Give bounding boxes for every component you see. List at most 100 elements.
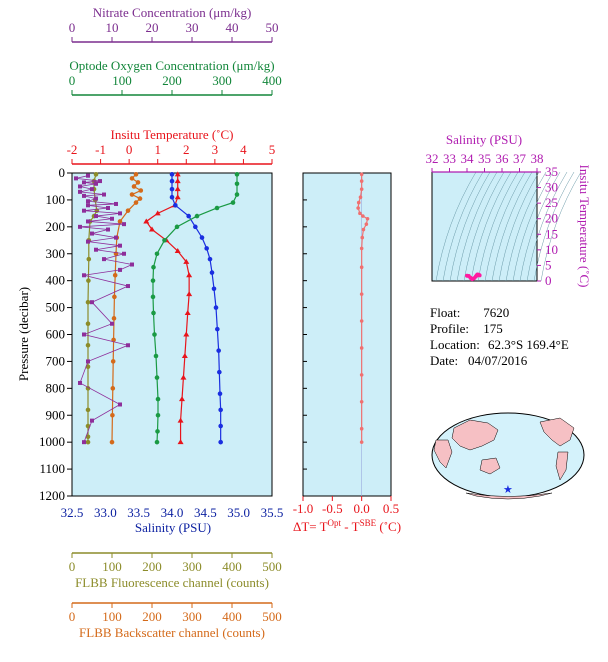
nitrate-point — [82, 273, 86, 278]
delta-t-point — [359, 246, 364, 251]
salinity-point — [217, 369, 222, 375]
backscatter-point — [129, 176, 135, 181]
oxygen-point — [155, 412, 161, 418]
float-value: 7620 — [483, 305, 510, 320]
nitrate-point — [78, 380, 82, 385]
ts-x-tick-label: 38 — [531, 151, 544, 166]
main-profile-panel: 0 100 200 300 400 500 600 700 800 900 1000 1100 1200… — [16, 165, 273, 503]
ts-density-contour — [526, 171, 568, 282]
nitrate-point — [102, 257, 106, 262]
nitrate-tick-label: 40 — [226, 20, 239, 35]
fluorescence-point — [85, 407, 91, 413]
ts-density-contour — [519, 171, 561, 282]
oxygen-point — [234, 192, 240, 197]
nitrate-point — [86, 239, 90, 244]
salinity-tick-label: 33.0 — [94, 505, 117, 520]
oxygen-point — [154, 251, 160, 257]
nitrate-point — [94, 247, 98, 252]
delta-t-point — [359, 373, 364, 377]
nitrate-tick-label: 0 — [69, 20, 76, 35]
nitrate-point — [126, 284, 130, 289]
temperature-point — [149, 226, 155, 232]
salinity-tick-label: 35.0 — [227, 505, 250, 520]
ts-density-contour — [477, 171, 519, 282]
nitrate-point — [90, 187, 94, 192]
ts-density-contour — [456, 171, 498, 282]
oxygen-axis-label: Optode Oxygen Concentration (μm/kg) — [69, 58, 274, 73]
fluorescence-point — [86, 256, 92, 262]
fluorescence-point — [85, 386, 91, 391]
nitrate-point — [74, 176, 78, 181]
oxygen-point — [214, 205, 220, 211]
location-row: Location: 62.3°S 169.4°E — [430, 337, 569, 353]
nitrate-point — [78, 189, 82, 194]
fluorescence-point — [86, 278, 91, 283]
ts-density-contour — [449, 171, 491, 282]
oxygen-series — [150, 172, 240, 445]
delta-t-tick-label: 0.0 — [354, 501, 370, 516]
nitrate-tick-label: 20 — [146, 20, 159, 35]
nitrate-tick-label: 30 — [186, 20, 199, 35]
delta-t-series — [356, 172, 370, 444]
temperature-series — [143, 171, 193, 445]
fluorescence-tick-label: 200 — [142, 559, 162, 574]
salinity-series — [169, 172, 223, 445]
nitrate-point — [118, 267, 122, 272]
backscatter-point — [110, 386, 116, 391]
backscatter-point — [111, 316, 117, 321]
salinity-tick-label: 34.0 — [161, 505, 184, 520]
pressure-tick-label: 700 — [46, 353, 66, 368]
ts-y-tick-label: 20 — [545, 211, 558, 226]
backscatter-point — [117, 219, 123, 224]
salinity-point — [169, 172, 175, 177]
salinity-point — [213, 305, 219, 310]
pressure-tick-label: 300 — [46, 246, 66, 261]
ts-series — [465, 272, 482, 282]
delta-t-tick-label: -1.0 — [293, 501, 314, 516]
delta-t-plot-background — [302, 172, 392, 497]
backscatter-point — [135, 180, 141, 185]
delta-t-label-mid: - T — [341, 519, 360, 534]
nitrate-point — [110, 321, 114, 326]
pressure-tick-label: 800 — [46, 380, 66, 395]
ts-x-tick-label: 34 — [461, 151, 475, 166]
nitrate-point — [82, 332, 86, 337]
delta-t-point — [359, 319, 364, 323]
map-land-north-america — [539, 417, 575, 447]
nitrate-point — [94, 181, 98, 186]
delta-t-tick-label: 0.5 — [383, 501, 399, 516]
delta-t-label-start: ΔT= T — [293, 519, 328, 534]
nitrate-point — [118, 211, 122, 216]
nitrate-tick-label: 10 — [106, 20, 119, 35]
map-land-antarctica — [465, 492, 553, 500]
backscatter-point — [109, 439, 115, 445]
fluorescence-point — [93, 172, 99, 177]
oxygen-tick-label: 100 — [112, 73, 132, 88]
backscatter-axis-label: FLBB Backscatter channel (counts) — [79, 625, 265, 640]
nitrate-point — [94, 196, 98, 201]
nitrate-point — [114, 235, 118, 240]
ts-density-contour — [463, 171, 505, 282]
ts-y-tick-label: 10 — [545, 242, 558, 257]
nitrate-point — [118, 243, 122, 248]
nitrate-point — [114, 201, 118, 206]
temperature-tick-label: 2 — [183, 142, 190, 157]
nitrate-point — [102, 192, 106, 197]
ts-y-tick-label: 30 — [545, 180, 558, 195]
date-label: Date: — [430, 353, 459, 368]
salinity-tick-label: 35.5 — [261, 505, 284, 520]
temperature-point — [177, 439, 184, 445]
date-value: 04/07/2016 — [468, 353, 528, 368]
fluorescence-tick-label: 500 — [262, 559, 282, 574]
salinity-tick-label: 33.5 — [127, 505, 150, 520]
ts-density-contour — [512, 171, 554, 282]
ts-density-contour — [470, 171, 512, 282]
bottom-axes: 32.5 33.0 33.5 34.0 34.5 35.0 35.5 Salinity (PS… — [61, 505, 284, 640]
backscatter-point — [111, 337, 116, 343]
oxygen-point — [155, 396, 161, 402]
temperature-point — [180, 374, 187, 380]
salinity-point — [218, 423, 223, 429]
